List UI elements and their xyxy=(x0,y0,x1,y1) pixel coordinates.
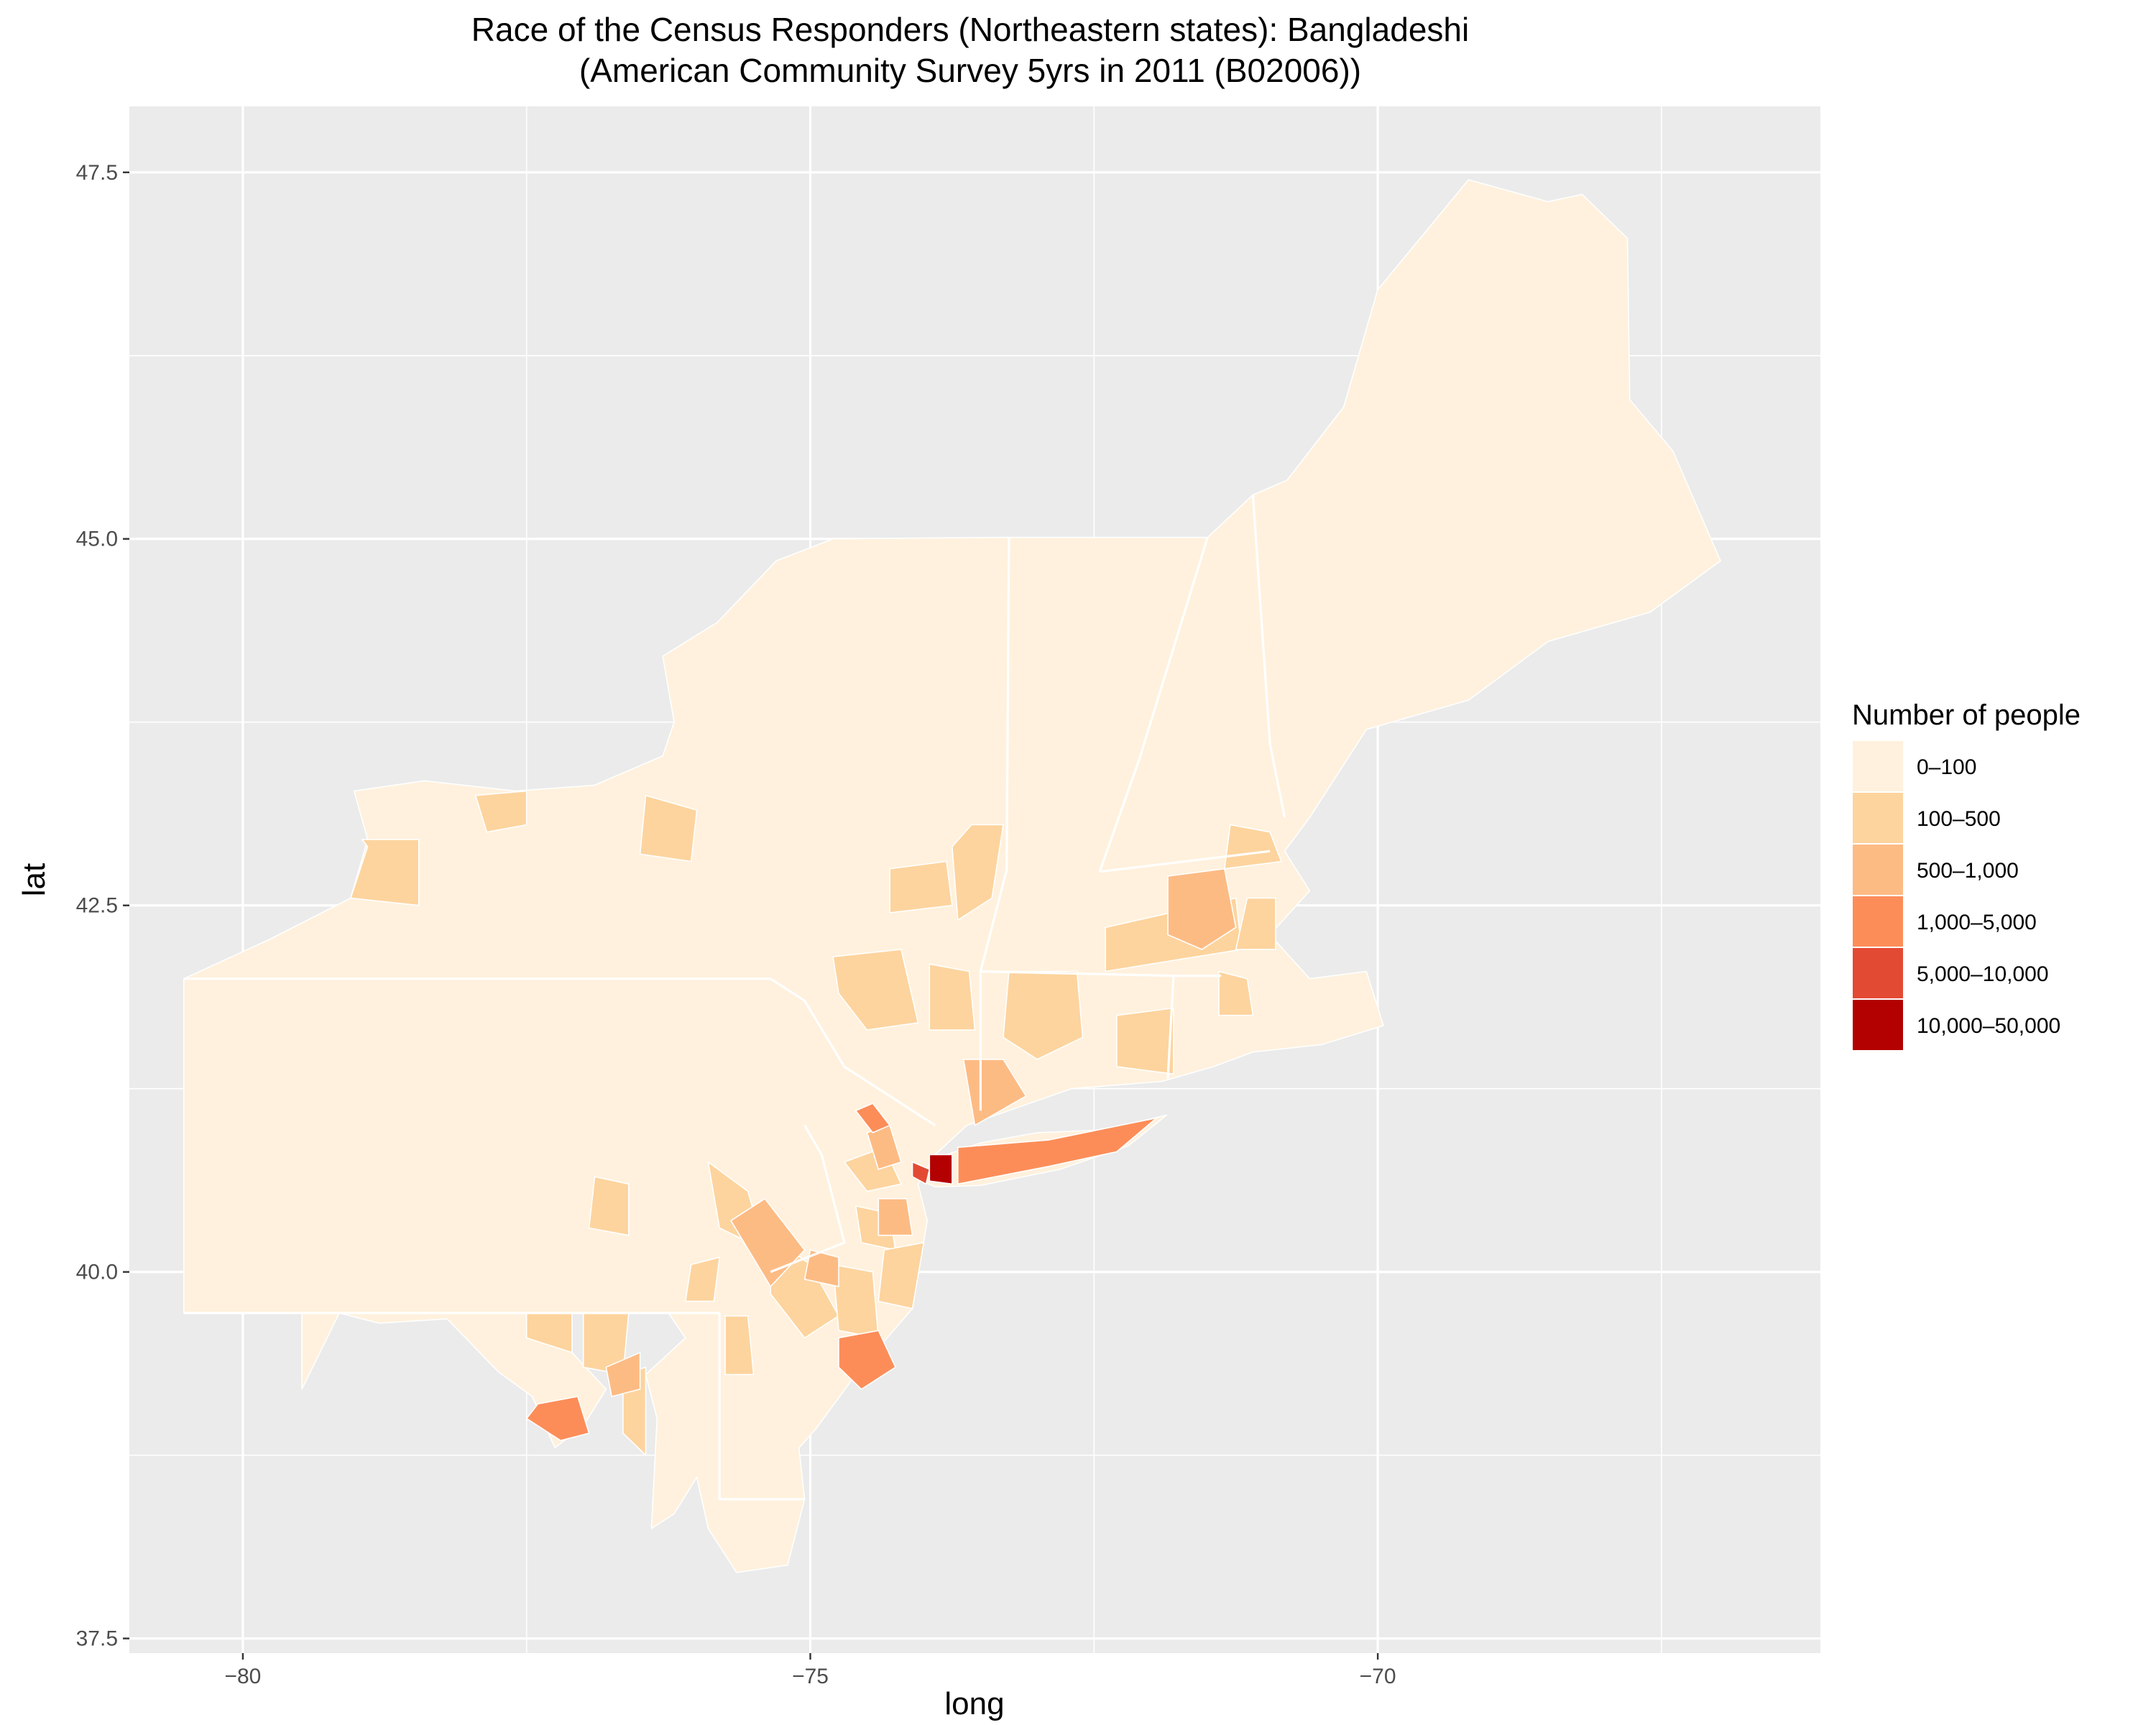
state-border xyxy=(979,537,1010,972)
legend-swatch xyxy=(1851,998,1904,1052)
county-region xyxy=(877,1197,913,1236)
county-region xyxy=(929,963,976,1031)
county-region xyxy=(474,790,528,833)
county-region xyxy=(889,860,953,914)
county-region xyxy=(929,1154,953,1185)
state-border xyxy=(770,1124,846,1274)
state-border xyxy=(1251,494,1286,818)
state-border xyxy=(718,1312,805,1501)
state-border xyxy=(1100,850,1271,873)
county-region xyxy=(588,1176,630,1236)
county-region xyxy=(724,1315,755,1376)
county-region xyxy=(952,824,1004,921)
legend-label: 1,000–5,000 xyxy=(1917,911,2037,934)
y-tick-label: 40.0 xyxy=(76,1261,118,1284)
county-region xyxy=(684,1256,721,1302)
legend-label: 0–100 xyxy=(1917,755,1976,779)
legend-swatch xyxy=(1851,947,1904,1000)
legend-label: 500–1,000 xyxy=(1917,859,2019,883)
y-tick-label: 42.5 xyxy=(76,894,118,918)
map-layer xyxy=(183,179,1721,1573)
legend-label: 5,000–10,000 xyxy=(1917,962,2049,986)
county-region xyxy=(957,1117,1157,1185)
chart-subtitle: (American Community Survey 5yrs in 2011 … xyxy=(579,52,1361,89)
y-tick-label: 45.0 xyxy=(76,528,118,551)
county-region xyxy=(838,1330,896,1390)
county-region xyxy=(639,794,698,862)
x-tick-label: −70 xyxy=(1360,1665,1396,1688)
chart-title: Race of the Census Responders (Northeast… xyxy=(471,11,1469,48)
county-region xyxy=(1003,970,1084,1060)
state-border xyxy=(183,978,936,1127)
state-border xyxy=(1098,537,1209,873)
county-region xyxy=(877,1242,925,1310)
county-region xyxy=(1224,824,1282,870)
county-region xyxy=(1116,1007,1174,1075)
county-region xyxy=(1218,970,1254,1016)
county-region xyxy=(832,949,919,1031)
x-tick-label: −80 xyxy=(224,1665,261,1688)
county-region xyxy=(803,1249,839,1287)
legend-swatch xyxy=(1851,895,1904,948)
legend-title: Number of people xyxy=(1852,699,2081,731)
y-tick-label: 47.5 xyxy=(76,161,118,185)
legend-swatch xyxy=(1851,843,1904,896)
legend-swatch xyxy=(1851,791,1904,845)
county-region xyxy=(525,1396,590,1441)
county-region xyxy=(1235,897,1276,950)
legend-label: 100–500 xyxy=(1917,807,2001,831)
legend: Number of people 0–100 100–500 500–1,000 1,… xyxy=(1851,699,2081,1052)
x-axis: −80 −75 −70 xyxy=(224,1653,1396,1688)
x-axis-title: long xyxy=(944,1686,1004,1721)
x-tick-label: −75 xyxy=(792,1665,829,1688)
county-region xyxy=(854,1103,890,1133)
county-region xyxy=(605,1352,641,1397)
county-region xyxy=(350,839,420,906)
y-axis-title: lat xyxy=(17,863,52,896)
county-region xyxy=(1167,868,1237,950)
y-axis: 37.5 40.0 42.5 45.0 47.5 xyxy=(76,161,129,1651)
legend-swatch xyxy=(1851,740,1904,793)
county-region xyxy=(962,1059,1027,1126)
legend-label: 10,000–50,000 xyxy=(1917,1014,2060,1038)
y-tick-label: 37.5 xyxy=(76,1627,118,1651)
county-region xyxy=(832,1264,880,1339)
state-border xyxy=(1166,975,1175,1079)
county-region xyxy=(911,1161,931,1185)
